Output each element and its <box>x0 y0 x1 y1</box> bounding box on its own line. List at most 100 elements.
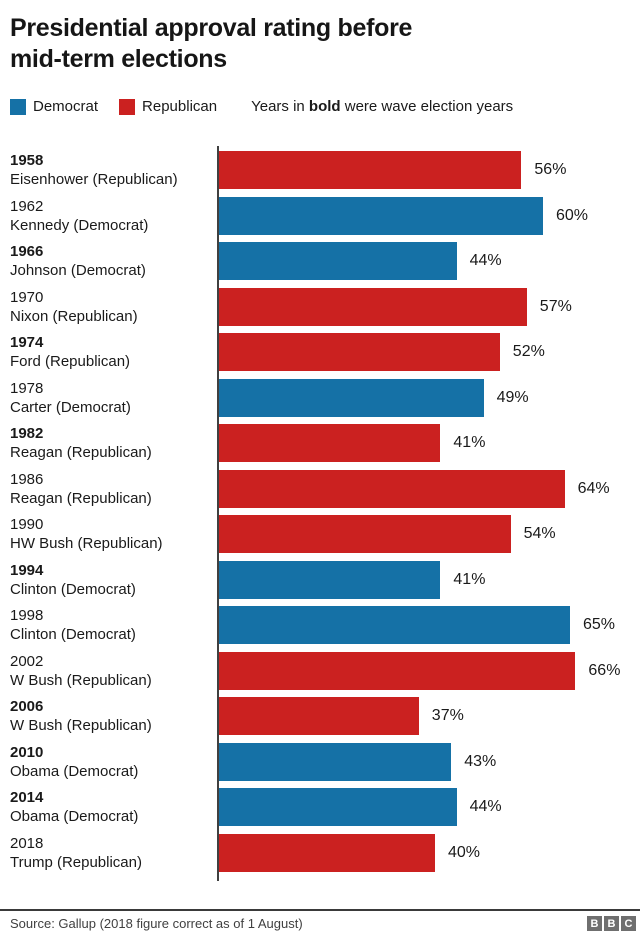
row-year-label: 2002 <box>10 652 44 670</box>
row-labels: 1966 Johnson (Democrat) <box>0 242 219 280</box>
bar-rows: 1958 Eisenhower (Republican) 56% 1962 Ke… <box>0 151 640 872</box>
row-president-label: Clinton (Democrat) <box>10 626 136 643</box>
row-year-label: 1966 <box>10 243 44 260</box>
legend-note-bold: bold <box>308 98 341 115</box>
approval-bar <box>219 469 565 508</box>
value-label: 60% <box>556 206 589 224</box>
bar-row: 2014 Obama (Democrat) 44% <box>0 788 640 826</box>
row-labels: 1990 HW Bush (Republican) <box>0 515 219 553</box>
row-labels: 2018 Trump (Republican) <box>0 834 219 872</box>
source-note: Source: Gallup (2018 figure correct as o… <box>10 916 303 931</box>
bar-chart: 1958 Eisenhower (Republican) 56% 1962 Ke… <box>0 146 640 881</box>
value-label: 49% <box>496 388 529 406</box>
bar-row: 2006 W Bush (Republican) 37% <box>0 697 640 735</box>
row-president-label: Nixon (Republican) <box>10 307 138 325</box>
value-label: 44% <box>469 798 502 815</box>
row-year-label: 1962 <box>10 197 44 215</box>
bar-row: 1970 Nixon (Republican) 57% <box>0 287 640 326</box>
row-year-label: 1998 <box>10 607 44 624</box>
approval-bar <box>219 515 511 553</box>
row-labels: 1958 Eisenhower (Republican) <box>0 151 219 189</box>
bar-row: 1978 Carter (Democrat) 49% <box>0 378 640 417</box>
value-label: 37% <box>431 707 464 724</box>
bar-row: 1982 Reagan (Republican) 41% <box>0 424 640 462</box>
bar-row: 1974 Ford (Republican) 52% <box>0 333 640 371</box>
bar-row: 1994 Clinton (Democrat) 41% <box>0 560 640 599</box>
row-year-label: 2006 <box>10 698 44 715</box>
approval-bar <box>219 697 419 735</box>
approval-bar <box>219 833 435 872</box>
legend-note-prefix: Years in <box>251 98 309 115</box>
row-president-label: HW Bush (Republican) <box>10 535 163 552</box>
row-labels: 2006 W Bush (Republican) <box>0 697 219 735</box>
row-year-label: 1986 <box>10 470 44 488</box>
bbc-logo-block: B <box>587 916 602 931</box>
row-president-label: Reagan (Republican) <box>10 489 152 507</box>
row-president-label: Trump (Republican) <box>10 853 142 871</box>
value-label: 40% <box>448 843 481 861</box>
approval-bar <box>219 287 527 326</box>
approval-bar <box>219 151 522 189</box>
approval-bar <box>219 378 484 417</box>
row-president-label: Kennedy (Democrat) <box>10 216 149 234</box>
y-axis-line <box>217 146 219 881</box>
approval-bar <box>219 606 570 644</box>
row-year-label: 1974 <box>10 334 44 351</box>
page-title: Presidential approval rating before mid-… <box>0 0 640 75</box>
value-label: 66% <box>588 661 621 679</box>
legend-key-democrat: Democrat <box>10 98 98 115</box>
row-president-label: Carter (Democrat) <box>10 398 131 416</box>
bar-row: 2018 Trump (Republican) 40% <box>0 833 640 872</box>
page-title-line-1: Presidential approval rating before <box>10 14 413 42</box>
bar-row: 1958 Eisenhower (Republican) 56% <box>0 151 640 189</box>
approval-bar <box>219 242 457 280</box>
row-president-label: Eisenhower (Republican) <box>10 171 178 188</box>
approval-bar <box>219 651 576 690</box>
row-president-label: Johnson (Democrat) <box>10 262 146 279</box>
footer: Source: Gallup (2018 figure correct as o… <box>0 909 640 931</box>
bar-row: 1966 Johnson (Democrat) 44% <box>0 242 640 280</box>
democrat-swatch-icon <box>10 98 26 115</box>
row-year-label: 2010 <box>10 743 44 761</box>
value-label: 52% <box>512 343 545 360</box>
row-year-label: 1990 <box>10 516 44 533</box>
page-title-line-2: mid-term elections <box>10 45 227 73</box>
value-label: 65% <box>583 616 616 633</box>
bar-row: 2002 W Bush (Republican) 66% <box>0 651 640 690</box>
republican-swatch-icon <box>119 98 136 115</box>
row-year-label: 1958 <box>10 152 44 169</box>
value-label: 41% <box>453 570 486 588</box>
approval-bar <box>219 196 543 235</box>
approval-bar <box>219 742 452 781</box>
row-year-label: 1982 <box>10 425 44 442</box>
legend-label-democrat: Democrat <box>33 98 99 115</box>
row-labels: 1986 Reagan (Republican) <box>0 470 219 508</box>
value-label: 56% <box>534 161 567 178</box>
bar-row: 1990 HW Bush (Republican) 54% <box>0 515 640 553</box>
row-president-label: Ford (Republican) <box>10 353 131 370</box>
value-label: 54% <box>523 525 556 542</box>
approval-bar <box>219 424 441 462</box>
row-year-label: 2018 <box>10 834 44 852</box>
legend-label-republican: Republican <box>142 98 218 115</box>
row-labels: 1978 Carter (Democrat) <box>0 379 219 417</box>
row-president-label: W Bush (Republican) <box>10 717 152 734</box>
row-labels: 1970 Nixon (Republican) <box>0 288 219 326</box>
value-label: 43% <box>464 752 497 770</box>
row-year-label: 1978 <box>10 379 44 397</box>
legend-note: Years in bold were wave election years <box>251 98 513 115</box>
row-labels: 2014 Obama (Democrat) <box>0 788 219 826</box>
bar-row: 1962 Kennedy (Democrat) 60% <box>0 196 640 235</box>
legend: Democrat Republican Years in bold were w… <box>10 98 630 115</box>
row-year-label: 2014 <box>10 789 44 806</box>
legend-key-republican: Republican <box>119 98 217 115</box>
row-president-label: Clinton (Democrat) <box>10 580 136 598</box>
value-label: 57% <box>539 297 572 315</box>
approval-bar <box>219 788 457 826</box>
bar-row: 2010 Obama (Democrat) 43% <box>0 742 640 781</box>
legend-note-suffix: were wave election years <box>340 98 514 115</box>
value-label: 41% <box>453 434 486 451</box>
row-president-label: W Bush (Republican) <box>10 671 152 689</box>
